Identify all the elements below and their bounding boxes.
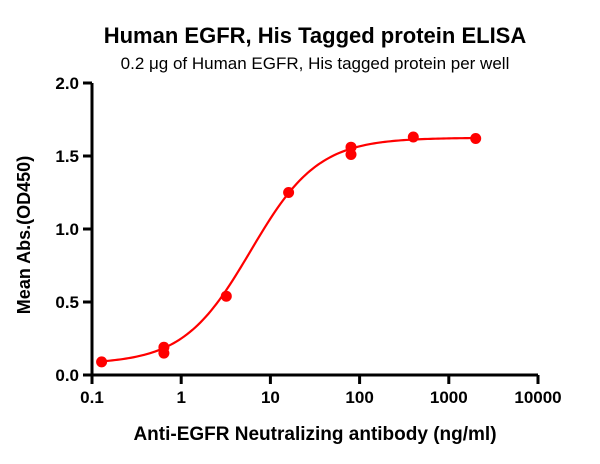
- y-tick-label: 1.0: [55, 220, 79, 239]
- y-tick-label: 1.5: [55, 147, 79, 166]
- x-tick-label: 10: [261, 388, 280, 407]
- x-tick-label: 1000: [430, 388, 468, 407]
- data-point: [345, 141, 357, 153]
- data-point: [407, 131, 419, 143]
- data-point: [96, 356, 108, 368]
- y-tick-label: 0.5: [55, 293, 79, 312]
- x-axis-label: Anti-EGFR Neutralizing antibody (ng/ml): [133, 424, 496, 445]
- x-tick-label: 100: [345, 388, 373, 407]
- data-point: [158, 341, 170, 353]
- x-tick-label: 0.1: [80, 388, 104, 407]
- data-points: [96, 131, 482, 368]
- x-tick-label: 1: [176, 388, 185, 407]
- y-tick-label: 0.0: [55, 366, 79, 385]
- fit-curve-layer: [101, 136, 476, 363]
- y-tick-label: 2.0: [55, 74, 79, 93]
- data-point: [283, 187, 295, 198]
- axes: [83, 81, 540, 384]
- chart-title: Human EGFR, His Tagged protein ELISA: [104, 23, 527, 48]
- data-point: [220, 290, 232, 302]
- y-axis-label: Mean Abs.(OD450): [14, 156, 34, 314]
- tick-labels: 0.0 0.5 1.0 1.5 2.0 0.1 1 10 100 1000 10000: [55, 74, 561, 407]
- data-point: [470, 133, 482, 144]
- chart-subtitle: 0.2 μg of Human EGFR, His tagged protein…: [121, 54, 510, 73]
- fit-curve: [101, 136, 476, 363]
- axis-spines: [90, 83, 538, 377]
- x-tick-label: 10000: [514, 388, 561, 407]
